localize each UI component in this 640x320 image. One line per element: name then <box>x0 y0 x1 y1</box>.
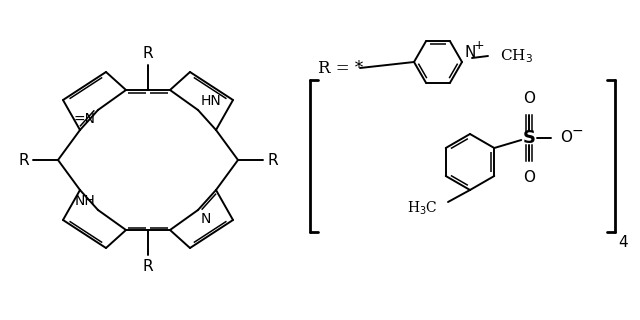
Text: O: O <box>524 170 535 185</box>
Text: S: S <box>523 129 536 147</box>
Text: O: O <box>524 91 535 106</box>
Text: =N: =N <box>73 112 95 126</box>
Text: R: R <box>143 259 154 274</box>
Text: HN: HN <box>201 94 221 108</box>
Text: O: O <box>560 130 572 145</box>
Text: NH: NH <box>74 194 95 208</box>
Text: −: − <box>572 124 583 138</box>
Text: CH$_3$: CH$_3$ <box>500 47 533 65</box>
Text: +: + <box>474 39 484 52</box>
Text: N: N <box>464 45 476 60</box>
Text: R: R <box>143 46 154 61</box>
Text: 4: 4 <box>618 235 628 250</box>
Text: R = *: R = * <box>318 60 363 76</box>
Text: R: R <box>267 153 278 167</box>
Text: R: R <box>19 153 29 167</box>
Text: N: N <box>201 212 211 226</box>
Text: H$_3$C: H$_3$C <box>408 199 438 217</box>
